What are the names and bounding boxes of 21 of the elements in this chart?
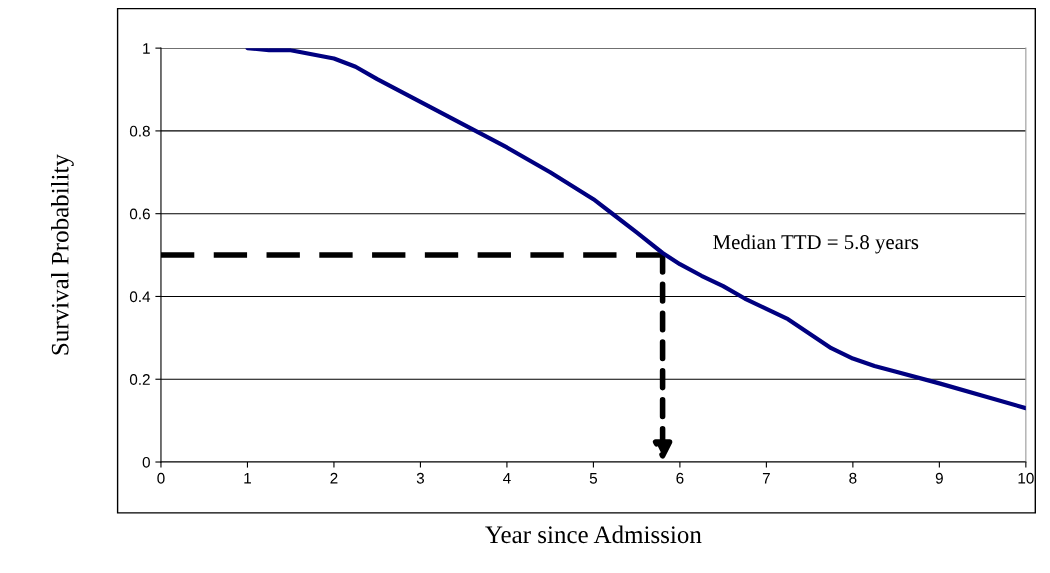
x-tick-label: 7 [762, 472, 770, 484]
x-tick-label: 8 [849, 472, 857, 484]
x-tick-label: 3 [416, 472, 425, 484]
y-tick-label: 0.6 [129, 208, 150, 220]
line-series [245, 48, 1026, 411]
x-tick-label: 6 [676, 472, 684, 484]
x-tick-label: 0 [157, 472, 165, 484]
y-tick-label: 0.4 [129, 291, 151, 303]
x-tick-label: 5 [589, 472, 598, 484]
y-tick-label: 0.2 [129, 374, 150, 385]
y-axis-title: Survival Probability [51, 154, 74, 355]
x-tick-label: 10 [1018, 472, 1034, 484]
y-tick-label: 0 [142, 456, 150, 468]
y-tick-label: 0.8 [129, 125, 150, 137]
annotation: Median TTD = 5.8 years [713, 234, 919, 254]
y-tick-label: 1 [143, 43, 150, 54]
x-axis-title: Year since Admission [485, 525, 702, 544]
x-tick-label: 9 [935, 472, 943, 484]
x-tick-label: 1 [244, 472, 251, 484]
x-tick-label: 4 [503, 472, 511, 484]
x-tick-label: 2 [330, 472, 338, 484]
